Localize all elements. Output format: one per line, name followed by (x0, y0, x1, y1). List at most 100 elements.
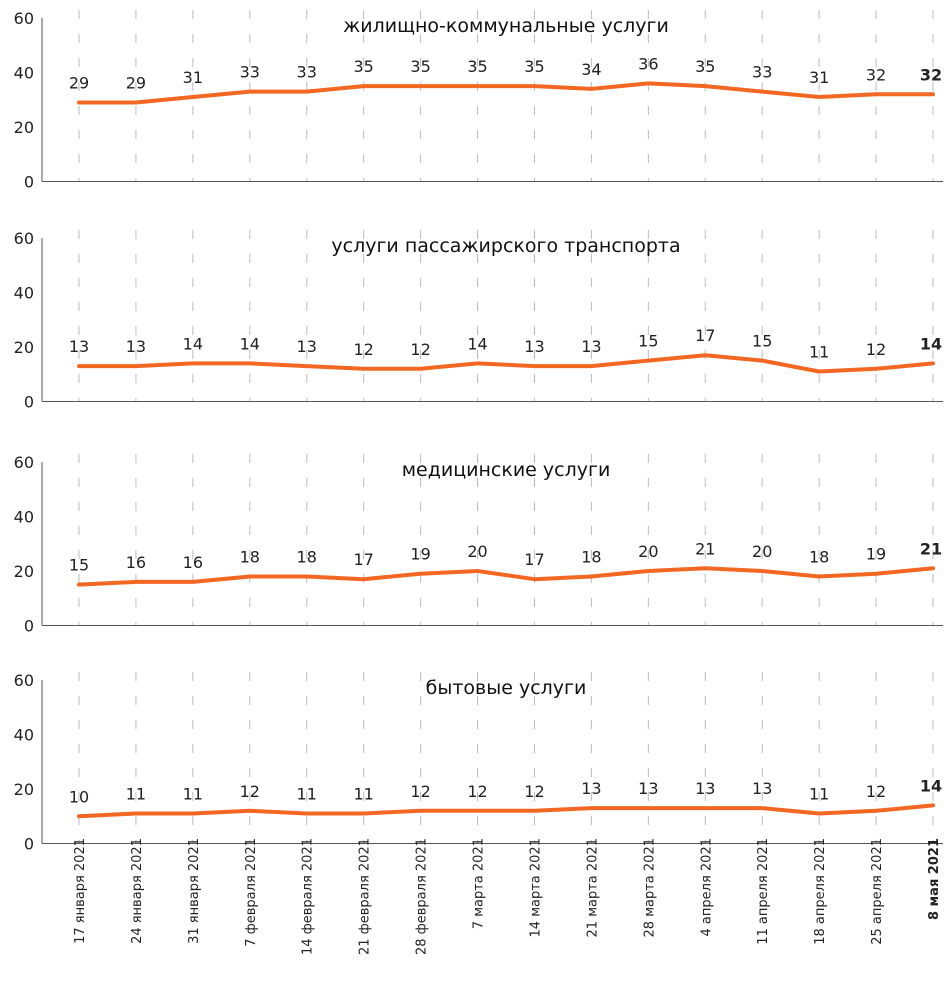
data-label: 16 (126, 553, 146, 572)
data-label: 21 (920, 539, 942, 558)
data-label: 34 (581, 60, 601, 79)
data-label: 32 (866, 65, 886, 84)
data-label: 14 (920, 334, 942, 353)
panel-3: 0 20 40 60 медицинские услуги 15 16 16 18 18 17 19 2… (14, 453, 943, 636)
panel-4: 0 20 40 60 бытовые услуги 10 11 11 12 11 11 12 12 12 1… (14, 671, 943, 854)
series-line (77, 353, 935, 374)
data-label: 18 (240, 547, 260, 566)
series-line (77, 566, 935, 587)
data-label: 20 (467, 542, 487, 561)
x-tick-label: 7 марта 2021 (472, 838, 487, 929)
data-label: 29 (69, 73, 89, 92)
data-label: 14 (467, 334, 487, 353)
series-line (77, 803, 935, 819)
x-tick-label: 25 апреля 2021 (870, 838, 885, 945)
x-tick-label: 31 января 2021 (187, 838, 202, 944)
data-label: 12 (524, 782, 544, 801)
x-tick-label: 21 февраля 2021 (358, 838, 373, 955)
data-label: 12 (240, 782, 260, 801)
data-label: 17 (524, 550, 544, 569)
data-label: 18 (809, 547, 829, 566)
data-label: 13 (69, 337, 89, 356)
panel-2: 0 20 40 60 услуги пассажирского транспорта 13… (14, 229, 943, 412)
data-label: 20 (752, 542, 772, 561)
data-label: 29 (126, 73, 146, 92)
x-tick-label: 8 мая 2021 (927, 838, 942, 920)
data-label: 13 (297, 337, 317, 356)
x-tick-label: 24 января 2021 (130, 838, 145, 944)
data-label: 12 (866, 782, 886, 801)
y-tick-label: 0 (24, 393, 34, 412)
data-label: 13 (695, 779, 715, 798)
y-tick-label: 0 (24, 173, 34, 192)
data-label: 15 (638, 332, 658, 351)
panel-title: бытовые услуги (426, 677, 587, 699)
x-axis-labels: 17 января 2021 24 января 2021 31 января 20… (73, 838, 942, 955)
data-label: 11 (126, 785, 146, 804)
x-tick-label: 11 апреля 2021 (756, 838, 771, 945)
y-tick-label: 0 (24, 835, 34, 854)
data-label: 31 (183, 68, 203, 87)
panel-title: жилищно-коммунальные услуги (343, 15, 669, 37)
x-tick-label: 7 февраля 2021 (244, 838, 259, 947)
data-label: 14 (183, 334, 203, 353)
data-label: 12 (410, 340, 430, 359)
data-label: 13 (581, 779, 601, 798)
y-tick-label: 20 (14, 562, 34, 581)
data-label: 12 (410, 782, 430, 801)
x-tick-label: 28 марта 2021 (642, 838, 657, 937)
y-tick-label: 60 (14, 229, 34, 248)
data-label: 11 (183, 785, 203, 804)
data-label: 35 (695, 57, 715, 76)
data-label: 15 (752, 332, 772, 351)
x-tick-label: 14 февраля 2021 (301, 838, 316, 955)
data-label: 19 (866, 545, 886, 564)
y-tick-label: 20 (14, 338, 34, 357)
y-tick-label: 40 (14, 284, 34, 303)
data-label: 20 (638, 542, 658, 561)
data-label: 13 (752, 779, 772, 798)
y-tick-label: 0 (24, 617, 34, 636)
data-label: 33 (297, 63, 317, 82)
data-label: 32 (920, 65, 942, 84)
data-label: 16 (183, 553, 203, 572)
data-label: 31 (809, 68, 829, 87)
y-tick-label: 40 (14, 64, 34, 83)
y-tick-label: 60 (14, 671, 34, 690)
y-tick-label: 60 (14, 9, 34, 28)
data-label: 35 (524, 57, 544, 76)
x-tick-label: 21 марта 2021 (585, 838, 600, 937)
x-tick-label: 17 января 2021 (73, 838, 88, 944)
data-label: 13 (581, 337, 601, 356)
data-label: 11 (297, 785, 317, 804)
data-label: 18 (297, 547, 317, 566)
data-label: 17 (695, 326, 715, 345)
data-label: 35 (353, 57, 373, 76)
data-label: 13 (524, 337, 544, 356)
y-tick-label: 60 (14, 453, 34, 472)
series-line (77, 81, 935, 105)
data-label: 12 (866, 340, 886, 359)
data-label: 36 (638, 54, 658, 73)
data-label: 19 (410, 545, 430, 564)
y-tick-label: 20 (14, 118, 34, 137)
data-label: 17 (353, 550, 373, 569)
data-label: 12 (467, 782, 487, 801)
panel-title: услуги пассажирского транспорта (331, 235, 680, 257)
panel-1: 0 20 40 60 жилищно-коммунальные услуги 29 29 31… (14, 9, 943, 192)
y-tick-label: 20 (14, 780, 34, 799)
data-label: 14 (240, 334, 260, 353)
data-label: 11 (809, 343, 829, 362)
data-label: 11 (809, 785, 829, 804)
data-label: 15 (69, 556, 89, 575)
data-label: 35 (410, 57, 430, 76)
data-label: 21 (695, 539, 715, 558)
x-tick-label: 18 апреля 2021 (813, 838, 828, 945)
panel-title: медицинские услуги (402, 459, 611, 481)
data-label: 13 (638, 779, 658, 798)
x-tick-label: 14 марта 2021 (528, 838, 543, 937)
x-tick-label: 4 апреля 2021 (699, 838, 714, 936)
data-label: 18 (581, 547, 601, 566)
y-tick-label: 40 (14, 726, 34, 745)
